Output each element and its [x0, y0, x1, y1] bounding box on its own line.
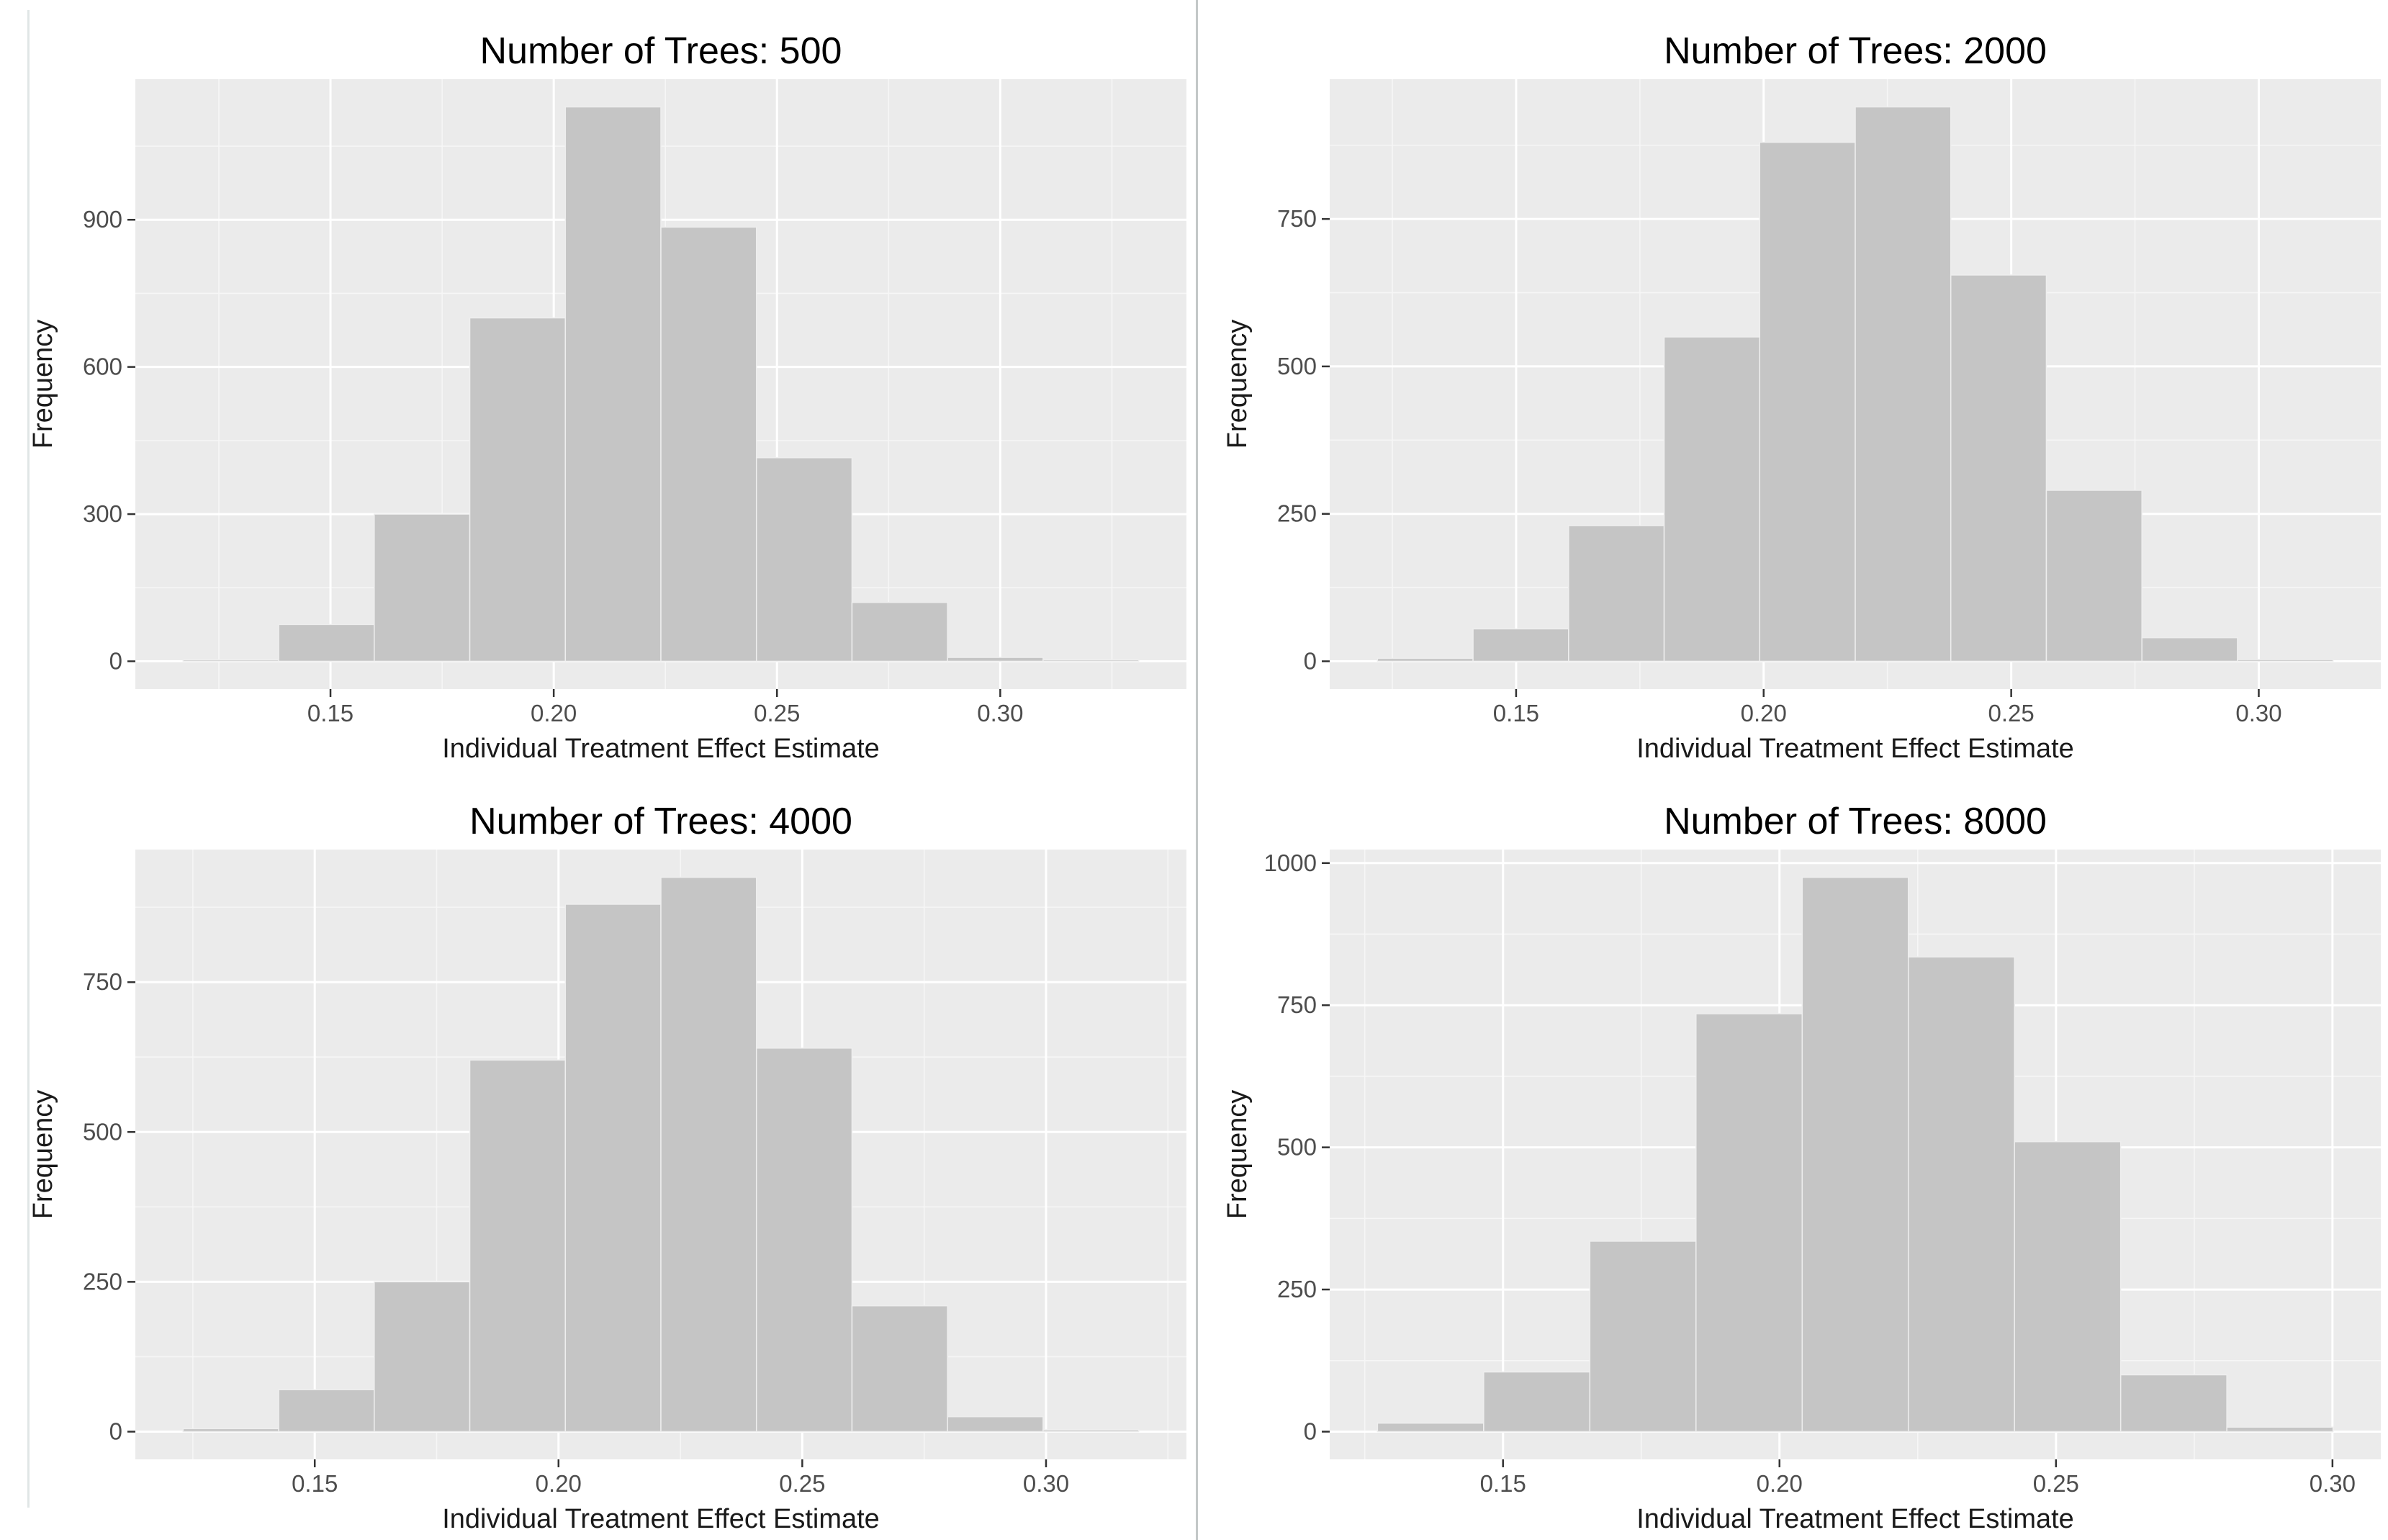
histogram-bar — [469, 1059, 567, 1433]
plot-title: Number of Trees: 8000 — [1664, 801, 2047, 842]
y-tick-label: 0 — [1304, 648, 1317, 675]
histogram-bar — [947, 1415, 1044, 1433]
histogram-bar — [755, 456, 853, 662]
histogram-bar — [660, 876, 757, 1433]
histogram-bar — [2014, 1140, 2122, 1433]
left-edge-line — [27, 10, 30, 1508]
y-tick-label: 250 — [83, 1268, 122, 1294]
histogram-bar — [1950, 274, 2047, 662]
histogram-bar — [374, 1281, 471, 1433]
x-tick-label: 0.30 — [977, 700, 1023, 726]
x-tick-label: 0.20 — [536, 1470, 582, 1497]
y-tick-label: 250 — [1277, 500, 1317, 527]
histogram-bar — [374, 513, 471, 662]
y-tick-label: 0 — [109, 1418, 122, 1445]
histogram-bar — [1695, 1013, 1803, 1433]
y-tick-label: 250 — [1277, 1276, 1317, 1302]
histogram-bar — [1568, 525, 1665, 662]
chart-svg: 0.15 0.20 0.25 0.30 0 300 600 900 Individual Tre… — [28, 30, 1186, 764]
x-tick-label: 0.25 — [1988, 700, 2035, 726]
histogram-bar — [1042, 659, 1140, 662]
y-axis-title: Frequency — [1222, 1090, 1253, 1220]
x-tick-label: 0.15 — [1493, 700, 1539, 726]
histogram-bar — [2141, 636, 2238, 662]
x-tick-label: 0.15 — [307, 700, 353, 726]
y-axis-title: Frequency — [28, 320, 58, 449]
histogram-trees-500: 0.15 0.20 0.25 0.30 0 300 600 900 Individual Tre… — [0, 0, 1194, 770]
histogram-bar — [1907, 956, 2015, 1433]
y-axis-title: Frequency — [1222, 320, 1253, 449]
histogram-bar — [182, 659, 279, 662]
x-axis-title: Individual Treatment Effect Estimate — [442, 734, 880, 764]
column-divider-line — [1196, 0, 1198, 1540]
x-tick-label: 0.25 — [779, 1470, 825, 1497]
x-tick-label: 0.25 — [754, 700, 800, 726]
y-tick-label: 750 — [1277, 205, 1317, 232]
histogram-bar — [1377, 657, 1474, 662]
x-axis-title: Individual Treatment Effect Estimate — [1636, 734, 2074, 764]
y-tick-label: 600 — [83, 354, 122, 380]
histogram-trees-4000: 0.15 0.20 0.25 0.30 0 250 500 750 Individual Tre… — [0, 770, 1194, 1540]
chart-svg: 0.15 0.20 0.25 0.30 0 250 500 750 1000 Individual… — [1222, 801, 2381, 1534]
chart-svg: 0.15 0.20 0.25 0.30 0 250 500 750 Individual Tre… — [1222, 30, 2381, 764]
y-tick-label: 900 — [83, 206, 122, 233]
y-tick-label: 300 — [83, 500, 122, 527]
histogram-bar — [1377, 1422, 1484, 1433]
histogram-bar — [564, 106, 662, 662]
histogram-bar — [2226, 1426, 2334, 1433]
y-tick-label: 750 — [1277, 991, 1317, 1018]
chart-svg: 0.15 0.20 0.25 0.30 0 250 500 750 Individual Tre… — [28, 801, 1186, 1534]
histogram-bar — [2119, 1374, 2227, 1433]
histogram-bar — [1589, 1240, 1697, 1433]
x-tick-label: 0.20 — [1741, 700, 1787, 726]
x-axis-title: Individual Treatment Effect Estimate — [442, 1504, 880, 1534]
x-tick-label: 0.30 — [1023, 1470, 1069, 1497]
histogram-bar — [182, 1428, 279, 1433]
x-tick-label: 0.30 — [2310, 1470, 2356, 1497]
histogram-bar — [469, 317, 567, 662]
y-tick-label: 500 — [1277, 1134, 1317, 1161]
y-tick-label: 750 — [83, 968, 122, 995]
histogram-bar — [851, 1305, 948, 1433]
plot-title: Number of Trees: 500 — [480, 30, 842, 72]
histogram-bar — [755, 1047, 853, 1433]
x-tick-label: 0.20 — [531, 700, 577, 726]
histogram-bar — [851, 601, 948, 662]
x-tick-label: 0.15 — [292, 1470, 338, 1497]
x-tick-label: 0.25 — [2033, 1470, 2079, 1497]
histogram-trees-2000: 0.15 0.20 0.25 0.30 0 250 500 750 Individual Tre… — [1194, 0, 2388, 770]
histogram-bar — [2237, 659, 2334, 662]
y-tick-label: 0 — [1304, 1418, 1317, 1445]
y-tick-label: 1000 — [1264, 850, 1317, 876]
histogram-bar — [1801, 876, 1909, 1433]
plot-title: Number of Trees: 2000 — [1664, 30, 2047, 72]
histogram-bar — [278, 1389, 375, 1433]
histogram-bar — [564, 904, 662, 1433]
y-axis-title: Frequency — [28, 1090, 58, 1220]
histogram-bar — [947, 657, 1044, 662]
x-tick-label: 0.30 — [2235, 700, 2281, 726]
histogram-bar — [660, 226, 757, 662]
histogram-bar — [1472, 628, 1569, 662]
y-tick-label: 500 — [1277, 353, 1317, 379]
histogram-bar — [1855, 106, 1952, 662]
histogram-bar — [1042, 1429, 1140, 1433]
plot-title: Number of Trees: 4000 — [469, 801, 852, 842]
histogram-bar — [278, 623, 375, 662]
x-tick-label: 0.20 — [1757, 1470, 1803, 1497]
histogram-bar — [2045, 490, 2143, 662]
y-tick-label: 0 — [109, 648, 122, 675]
x-axis-title: Individual Treatment Effect Estimate — [1636, 1504, 2074, 1534]
y-tick-label: 500 — [83, 1118, 122, 1145]
histogram-bar — [1663, 336, 1761, 662]
histogram-bar — [1483, 1371, 1591, 1433]
histogram-bar — [1759, 141, 1856, 662]
histogram-trees-8000: 0.15 0.20 0.25 0.30 0 250 500 750 1000 Individual… — [1194, 770, 2388, 1540]
x-tick-label: 0.15 — [1480, 1470, 1526, 1497]
